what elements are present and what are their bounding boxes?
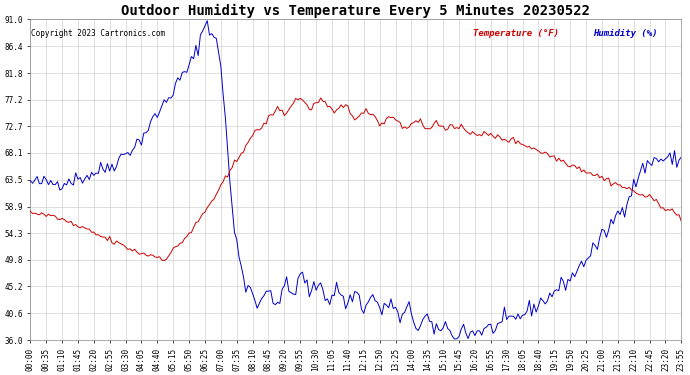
Text: Copyright 2023 Cartronics.com: Copyright 2023 Cartronics.com [31, 29, 165, 38]
Text: Temperature (°F): Temperature (°F) [473, 29, 559, 38]
Title: Outdoor Humidity vs Temperature Every 5 Minutes 20230522: Outdoor Humidity vs Temperature Every 5 … [121, 4, 591, 18]
Text: Humidity (%): Humidity (%) [593, 29, 658, 38]
